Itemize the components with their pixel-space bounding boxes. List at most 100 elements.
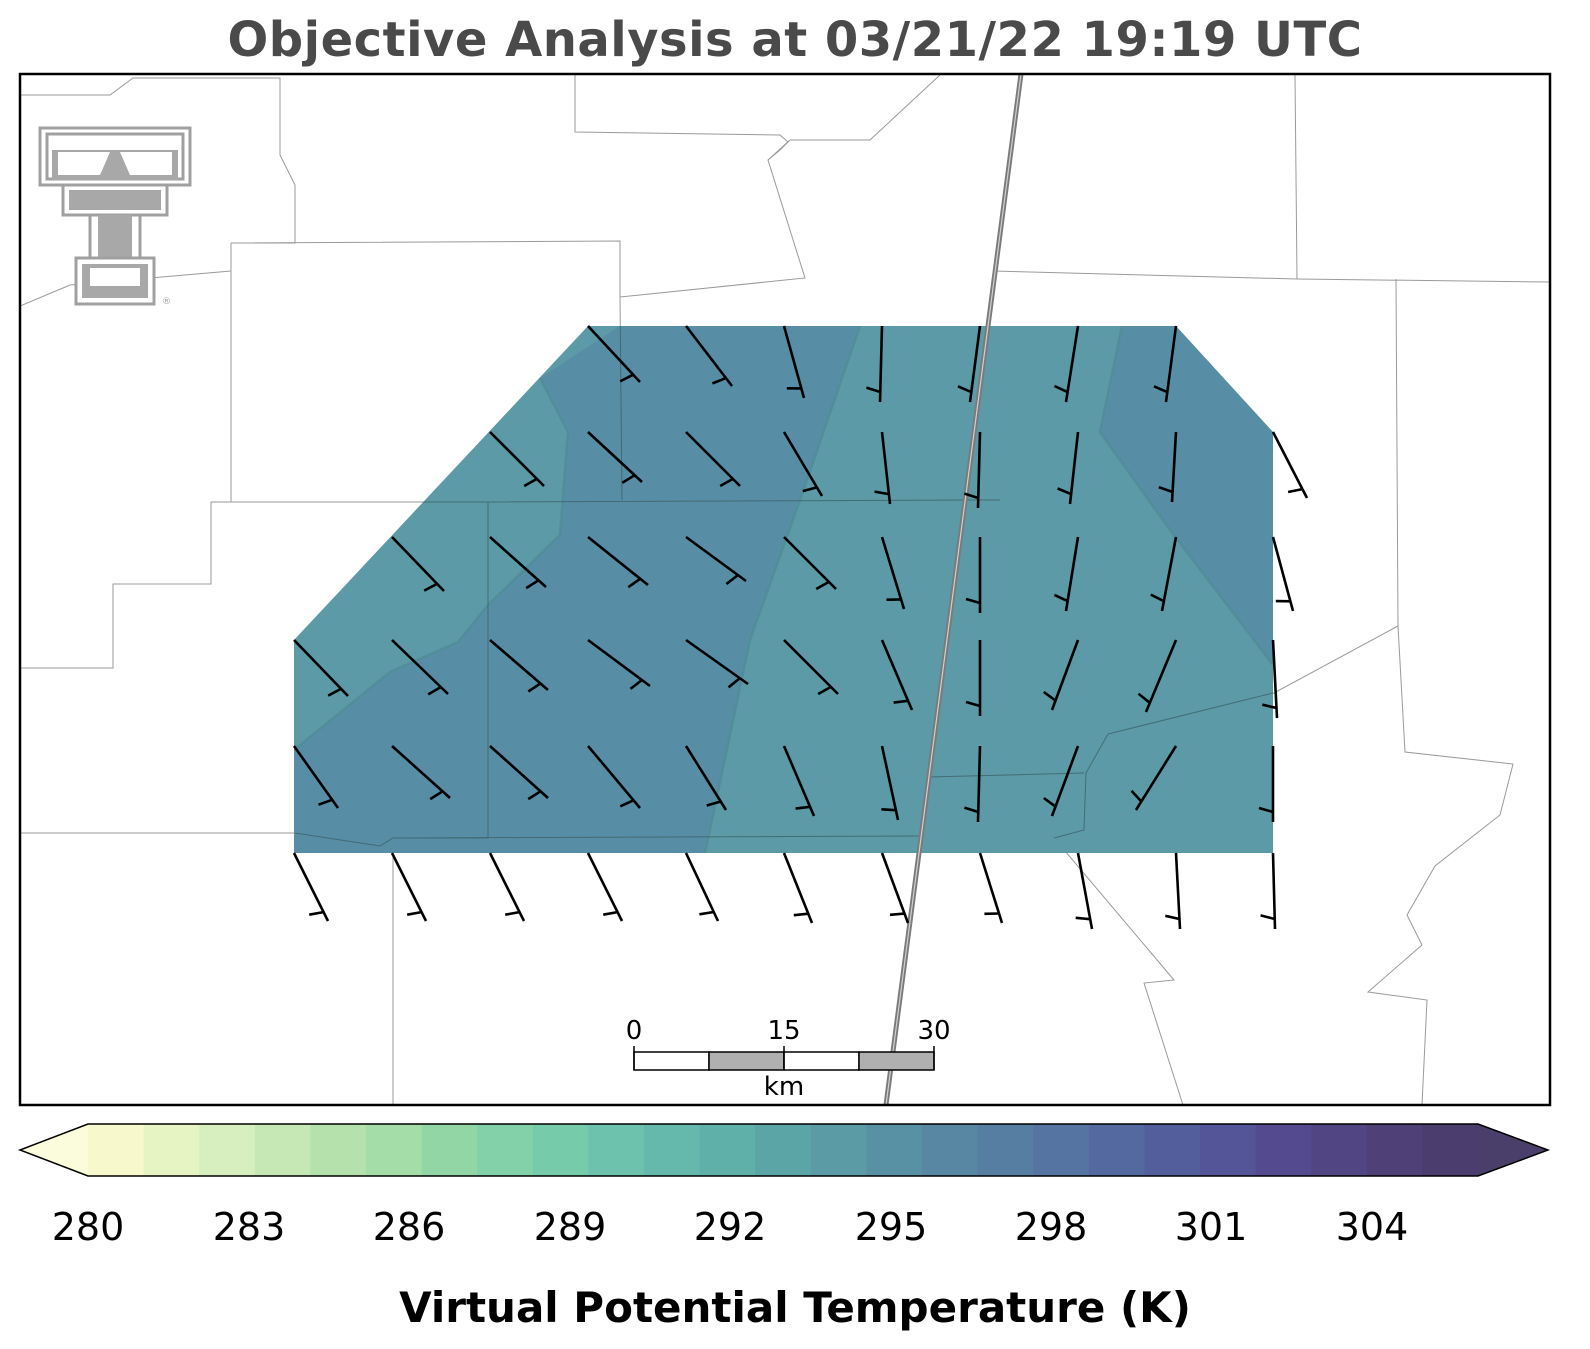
analysis-fill-cool-east bbox=[1100, 326, 1273, 665]
colorbar-segment bbox=[588, 1124, 645, 1176]
wind-barb bbox=[685, 638, 749, 689]
wind-barb bbox=[684, 852, 720, 922]
wind-barb bbox=[1053, 536, 1080, 612]
colorbar-tick-label: 292 bbox=[693, 1205, 767, 1249]
wind-barb bbox=[587, 535, 649, 589]
wind-barb bbox=[1150, 536, 1178, 612]
colorbar-segment bbox=[421, 1124, 478, 1176]
wind-barb bbox=[783, 536, 837, 591]
colorbar-tick-label: 280 bbox=[51, 1205, 125, 1249]
wind-barb bbox=[1271, 536, 1295, 612]
wind-barb bbox=[391, 745, 451, 801]
colorbar-segment bbox=[532, 1124, 589, 1176]
tt-logo-icon: ® bbox=[38, 126, 192, 307]
colorbar-tick-label: 295 bbox=[854, 1205, 928, 1249]
wind-barb bbox=[1053, 325, 1080, 403]
wind-barb bbox=[1057, 431, 1080, 505]
colorbar-segment bbox=[88, 1124, 145, 1176]
wind-barb bbox=[1075, 852, 1094, 930]
wind-barb bbox=[782, 745, 816, 817]
wind-barb bbox=[489, 745, 549, 801]
wind-barb bbox=[489, 431, 545, 488]
colorbar-segment bbox=[477, 1124, 534, 1176]
wind-barb bbox=[782, 325, 806, 399]
wind-barb bbox=[293, 639, 349, 697]
colorbar-segment bbox=[866, 1124, 923, 1176]
svg-text:®: ® bbox=[162, 297, 171, 307]
wind-barb bbox=[587, 638, 651, 690]
wind-barbs bbox=[292, 325, 1309, 930]
colorbar-segment bbox=[644, 1124, 701, 1176]
scale-label-15: 15 bbox=[767, 1016, 801, 1046]
wind-barb bbox=[1043, 639, 1080, 711]
wind-barb bbox=[684, 325, 734, 387]
colorbar-segment bbox=[366, 1124, 423, 1176]
colorbar-segment bbox=[1422, 1124, 1479, 1176]
wind-barb bbox=[880, 536, 906, 610]
wind-barb bbox=[978, 852, 1004, 924]
wind-barb bbox=[957, 325, 982, 403]
colorbar-segment bbox=[1255, 1124, 1312, 1176]
colorbar-tick-label: 289 bbox=[533, 1205, 607, 1249]
highway-line bbox=[883, 74, 1024, 1105]
wind-barb bbox=[292, 852, 330, 922]
colorbar-tick-label: 301 bbox=[1174, 1205, 1248, 1249]
wind-barb bbox=[1158, 431, 1178, 503]
colorbar-tick-label: 283 bbox=[212, 1205, 286, 1249]
wind-barb bbox=[391, 536, 445, 592]
wind-barb bbox=[880, 639, 914, 711]
wind-barb bbox=[1260, 852, 1277, 930]
wind-barb bbox=[880, 745, 900, 821]
wind-barb bbox=[1043, 745, 1080, 817]
wind-barb bbox=[1271, 431, 1309, 499]
wind-barb bbox=[1258, 746, 1275, 822]
scale-unit-label: km bbox=[763, 1072, 805, 1102]
wind-barb bbox=[1262, 639, 1279, 719]
colorbar-segment bbox=[977, 1124, 1034, 1176]
wind-barb bbox=[587, 431, 643, 484]
colorbar-tick-label: 286 bbox=[372, 1205, 446, 1249]
colorbar-segment bbox=[1366, 1124, 1423, 1176]
wind-barb bbox=[292, 745, 340, 809]
colorbar-segment bbox=[143, 1124, 200, 1176]
colorbar-segment bbox=[254, 1124, 311, 1176]
wind-barb bbox=[1165, 852, 1182, 930]
wind-barb bbox=[685, 535, 747, 586]
wind-barb bbox=[587, 745, 641, 809]
scale-bar bbox=[633, 1046, 935, 1071]
colorbar-segment bbox=[1088, 1124, 1145, 1176]
colorbar-segment bbox=[810, 1124, 867, 1176]
colorbar bbox=[17, 1123, 1551, 1177]
map-title: Objective Analysis at 03/21/22 19:19 UTC bbox=[227, 12, 1363, 68]
wind-barb bbox=[1153, 325, 1178, 403]
colorbar-segment bbox=[310, 1124, 367, 1176]
scale-label-30: 30 bbox=[917, 1016, 951, 1046]
map-frame bbox=[18, 72, 1552, 1107]
analysis-fill-cool-west bbox=[294, 326, 860, 853]
wind-barb bbox=[685, 431, 741, 488]
wind-barb bbox=[964, 431, 982, 509]
wind-barb bbox=[1137, 639, 1178, 713]
wind-barb bbox=[488, 852, 526, 922]
wind-barb bbox=[391, 639, 449, 696]
colorbar-segment bbox=[699, 1124, 756, 1176]
colorbar-segment bbox=[1200, 1124, 1257, 1176]
wind-barb bbox=[489, 536, 547, 590]
wind-barb bbox=[866, 325, 884, 403]
colorbar-title: Virtual Potential Temperature (K) bbox=[399, 1283, 1191, 1332]
colorbar-segment bbox=[1033, 1124, 1090, 1176]
wind-barb bbox=[782, 852, 814, 924]
wind-barb bbox=[782, 431, 824, 497]
wind-barb bbox=[390, 852, 428, 922]
colorbar-tick-label: 304 bbox=[1335, 1205, 1409, 1249]
wind-barb bbox=[874, 431, 892, 505]
wind-barb bbox=[964, 745, 982, 823]
wind-barb bbox=[586, 852, 624, 922]
wind-barb bbox=[1130, 745, 1178, 811]
scale-label-0: 0 bbox=[625, 1016, 643, 1046]
analysis-field bbox=[294, 326, 1273, 853]
wind-barb bbox=[965, 537, 982, 613]
wind-barb bbox=[684, 745, 728, 811]
colorbar-tick-label: 298 bbox=[1014, 1205, 1088, 1249]
